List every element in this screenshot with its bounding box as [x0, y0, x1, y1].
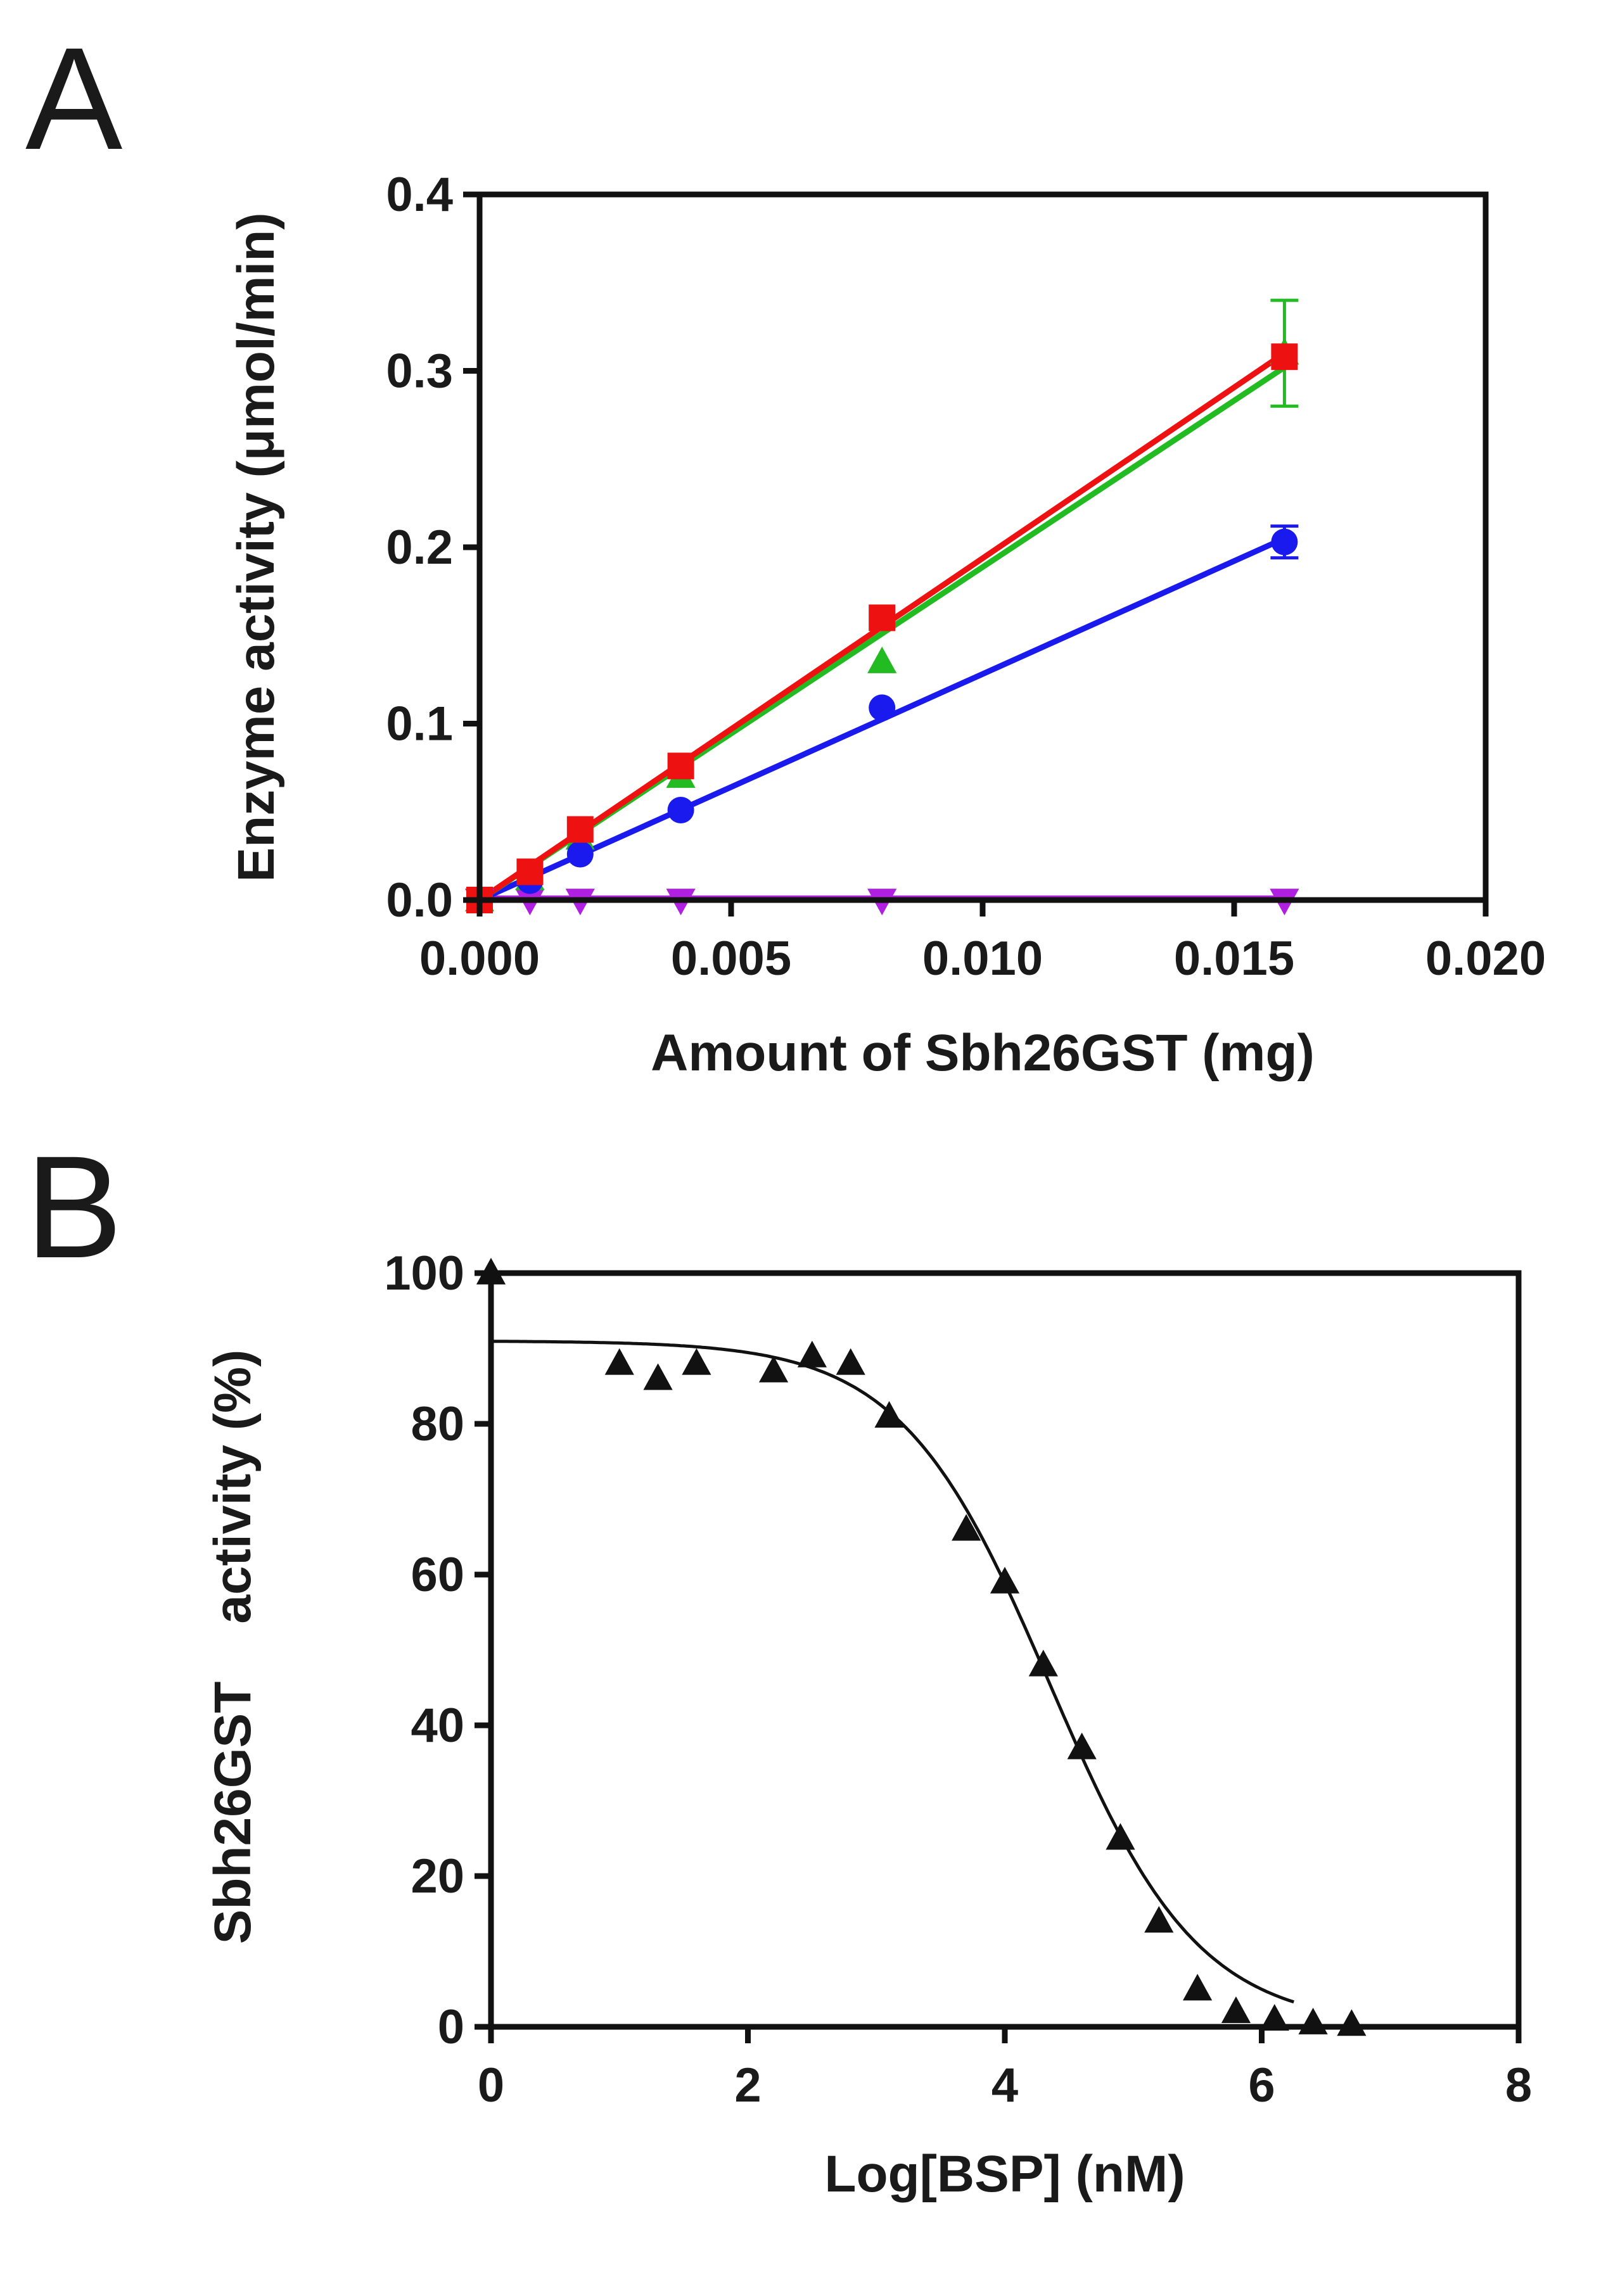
- x-tick-label-a: 0.020: [1425, 932, 1546, 986]
- panel-label-a: A: [25, 17, 122, 180]
- x-tick-label-a: 0.005: [671, 932, 791, 986]
- y-tick-label-a: 0.4: [386, 168, 453, 222]
- series-blue-circle-point: [869, 694, 896, 721]
- y-tick-label-b: 60: [411, 1548, 464, 1602]
- x-axis-title-a: Amount of Sbh26GST (mg): [651, 1024, 1315, 1082]
- series-black-triangle-point: [1221, 1996, 1251, 2024]
- series-black-triangle-point: [990, 1566, 1020, 1594]
- series-black-triangle-point: [1067, 1732, 1097, 1760]
- series-red-square-point: [869, 604, 896, 631]
- chart-panel-b: B 0 2 4 6 8 0 20 40 60 80 100 Log[BSP] (nM) Sbh26…: [25, 1126, 1532, 2203]
- chart-panel-a: A 0.000 0.005 0.010 0.015 0.020 0.0 0.1 0.2 0.3…: [25, 17, 1546, 1082]
- y-tick-label-b: 20: [411, 1849, 464, 1903]
- panel-label-b: B: [25, 1126, 122, 1288]
- series-blue-circle-point: [566, 840, 594, 868]
- y-axis-b: 0 20 40 60 80 100: [384, 1246, 491, 2054]
- series-black-triangle-point: [836, 1348, 865, 1375]
- y-tick-label-b: 40: [411, 1699, 464, 1753]
- series-black-triangle-point: [1259, 2003, 1289, 2031]
- series-black-triangle-point: [682, 1348, 711, 1375]
- x-tick-label-a: 0.000: [419, 932, 540, 986]
- y-tick-label-a: 0.3: [386, 345, 453, 398]
- plot-area-a: [464, 298, 1299, 916]
- x-tick-label-b: 0: [478, 2058, 504, 2112]
- series-black-triangle-point: [1106, 1823, 1135, 1850]
- x-tick-label-b: 2: [734, 2058, 761, 2112]
- series-black-triangle-point: [758, 1355, 789, 1383]
- y-axis-title-a: Enzyme activity (μmol/min): [227, 212, 285, 882]
- x-tick-label-a: 0.010: [922, 932, 1043, 986]
- series-red-square-point: [516, 858, 544, 885]
- x-tick-label-b: 6: [1248, 2058, 1275, 2112]
- series-blue-circle-point: [667, 796, 694, 823]
- series-black-triangle-point: [643, 1363, 673, 1390]
- x-tick-label-b: 8: [1505, 2058, 1532, 2112]
- fit-curve-b: [491, 1340, 1294, 2004]
- series-black-triangle-point: [1298, 2007, 1328, 2034]
- x-axis-b: 0 2 4 6 8: [478, 2027, 1532, 2112]
- series-black-triangle-point: [1028, 1649, 1058, 1677]
- y-axis-a: 0.0 0.1 0.2 0.3 0.4: [386, 168, 480, 927]
- y-tick-label-b: 80: [411, 1397, 464, 1451]
- x-axis-title-b: Log[BSP] (nM): [824, 2145, 1185, 2203]
- y-tick-label-a: 0.2: [386, 521, 453, 574]
- y-tick-label-a: 0.0: [386, 873, 453, 927]
- series-green-triangle-point: [867, 646, 897, 673]
- series-black-triangle-point: [1183, 1974, 1213, 2001]
- series-black-triangle-point: [1337, 2009, 1367, 2036]
- y-tick-label-a: 0.1: [386, 697, 453, 751]
- y-tick-label-b: 0: [438, 2000, 464, 2054]
- series-red-square-point: [566, 816, 594, 843]
- series-black-triangle-point: [797, 1340, 827, 1367]
- series-blue-circle-point: [1271, 528, 1298, 555]
- series-black-triangle-point: [604, 1348, 634, 1375]
- series-black-triangle-point: [1144, 1906, 1174, 1933]
- series-black-triangle-point: [952, 1514, 981, 1541]
- y-tick-label-b: 100: [384, 1246, 464, 1300]
- plot-area-b: [476, 1257, 1367, 2036]
- x-tick-label-b: 4: [991, 2058, 1018, 2112]
- series-red-square-point: [667, 752, 694, 780]
- series-black-triangle-point: [874, 1400, 904, 1428]
- series-red-square-point: [1271, 343, 1298, 371]
- x-tick-label-a: 0.015: [1174, 932, 1294, 986]
- x-axis-a: 0.000 0.005 0.010 0.015 0.020: [419, 900, 1546, 986]
- y-axis-title-b: Sbh26GST activity (%): [204, 1350, 262, 1944]
- plot-frame-b: [488, 1270, 1522, 2030]
